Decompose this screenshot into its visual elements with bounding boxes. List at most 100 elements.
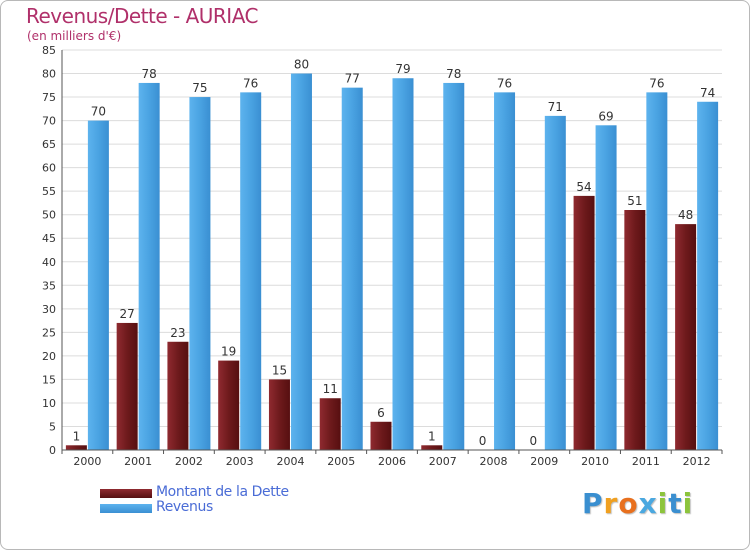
y-tick-label-55: 55: [42, 185, 56, 198]
x-tick-label-2005: 2005: [327, 455, 355, 468]
legend-label-debt: Montant de la Dette: [156, 484, 289, 500]
grid-layer: [62, 49, 722, 451]
logo-letter-4: i: [657, 487, 669, 520]
y-tick-label-35: 35: [42, 279, 56, 292]
bar-revenus-2001: [138, 82, 160, 451]
y-tick-label-80: 80: [42, 68, 56, 81]
logo-letter-2: o: [618, 487, 639, 520]
bar-revenus-2000: [87, 120, 109, 451]
bar-debt-2011: [624, 210, 646, 450]
y-tick-label-75: 75: [42, 91, 56, 104]
logo-letter-1: r: [603, 487, 619, 520]
x-tick-label-2012: 2012: [683, 455, 711, 468]
bar-debt-2004: [268, 379, 290, 450]
logo-letter-3: x: [638, 487, 658, 520]
y-tick-label-50: 50: [42, 209, 56, 222]
bar-debt-2005: [319, 398, 341, 450]
x-tick-label-2006: 2006: [378, 455, 406, 468]
labels-layer: 1 70 27 78 23 75 19 76 15 80 11 77 6 79 1 78 0 76 0 71 54 69 5…: [73, 58, 716, 448]
data-label-debt-2001: 27: [120, 307, 135, 321]
data-label-revenus-2004: 80: [294, 58, 309, 72]
bar-revenus-2006: [392, 78, 414, 450]
x-tick-label-2003: 2003: [226, 455, 254, 468]
data-label-revenus-2002: 75: [192, 81, 207, 95]
bar-revenus-2012: [697, 101, 719, 450]
bars-layer: [65, 73, 719, 451]
bar-revenus-2010: [595, 125, 617, 450]
data-label-debt-2000: 1: [73, 429, 81, 443]
data-label-debt-2006: 6: [377, 406, 385, 420]
bar-revenus-2008: [494, 92, 516, 451]
logo-letter-6: i: [682, 487, 694, 520]
legend-label-revenus: Revenus: [156, 499, 213, 515]
data-label-debt-2007: 1: [428, 429, 436, 443]
y-tick-label-40: 40: [42, 256, 56, 269]
bar-debt-2010: [573, 195, 595, 450]
logo-letter-5: t: [668, 487, 683, 520]
y-tick-label-70: 70: [42, 115, 56, 128]
y-tick-label-0: 0: [49, 444, 56, 457]
bar-revenus-2002: [189, 97, 211, 450]
bar-debt-2001: [116, 322, 138, 450]
data-label-debt-2012: 48: [678, 208, 693, 222]
data-label-revenus-2011: 76: [649, 76, 664, 90]
y-tick-label-30: 30: [42, 303, 56, 316]
legend-swatch-revenus: [100, 504, 152, 513]
data-label-debt-2002: 23: [170, 326, 185, 340]
chart-title: Revenus/Dette - AURIAC: [26, 4, 259, 28]
y-tick-label-85: 85: [42, 44, 56, 57]
logo-letter-0: P: [582, 487, 604, 520]
bar-revenus-2005: [341, 87, 363, 450]
data-label-revenus-2005: 77: [345, 72, 360, 86]
data-label-revenus-2012: 74: [700, 86, 715, 100]
x-tick-label-2008: 2008: [480, 455, 508, 468]
data-label-revenus-2001: 78: [142, 67, 157, 81]
data-label-debt-2008: 0: [479, 434, 487, 448]
y-tick-label-45: 45: [42, 232, 56, 245]
y-tick-label-10: 10: [42, 397, 56, 410]
x-tick-label-2011: 2011: [632, 455, 660, 468]
x-tick-label-2004: 2004: [276, 455, 304, 468]
data-label-debt-2003: 19: [221, 345, 236, 359]
data-label-revenus-2000: 70: [91, 105, 106, 119]
y-tick-label-5: 5: [49, 420, 56, 433]
bar-revenus-2009: [544, 115, 566, 450]
data-label-debt-2004: 15: [272, 363, 287, 377]
x-tick-label-2007: 2007: [429, 455, 457, 468]
bar-revenus-2004: [290, 73, 312, 450]
data-label-debt-2011: 51: [627, 194, 642, 208]
data-label-revenus-2007: 78: [446, 67, 461, 81]
data-label-revenus-2010: 69: [598, 109, 613, 123]
data-label-debt-2005: 11: [323, 382, 338, 396]
legend-swatch-debt: [100, 489, 152, 498]
data-label-debt-2009: 0: [529, 434, 537, 448]
x-tick-label-2001: 2001: [124, 455, 152, 468]
bar-revenus-2003: [240, 92, 262, 451]
x-tick-label-2009: 2009: [530, 455, 558, 468]
y-tick-label-60: 60: [42, 162, 56, 175]
bar-revenus-2007: [443, 82, 465, 451]
data-label-revenus-2006: 79: [395, 62, 410, 76]
y-tick-label-25: 25: [42, 326, 56, 339]
bar-debt-2007: [421, 445, 443, 450]
x-tick-label-2010: 2010: [581, 455, 609, 468]
y-tick-label-15: 15: [42, 373, 56, 386]
proxiti-logo: Proxiti: [582, 487, 693, 520]
x-tick-label-2002: 2002: [175, 455, 203, 468]
data-label-revenus-2008: 76: [497, 76, 512, 90]
bar-debt-2002: [167, 341, 189, 450]
x-tick-label-2000: 2000: [73, 455, 101, 468]
bar-debt-2012: [675, 224, 697, 450]
bar-revenus-2011: [646, 92, 668, 451]
bar-debt-2003: [218, 360, 240, 450]
data-label-revenus-2003: 76: [243, 76, 258, 90]
y-tick-label-20: 20: [42, 350, 56, 363]
data-label-revenus-2009: 71: [548, 100, 563, 114]
bar-debt-2006: [370, 421, 392, 450]
y-tick-label-65: 65: [42, 138, 56, 151]
data-label-debt-2010: 54: [576, 180, 591, 194]
bar-debt-2000: [65, 445, 87, 450]
chart-subtitle: (en milliers d'€): [27, 29, 122, 43]
